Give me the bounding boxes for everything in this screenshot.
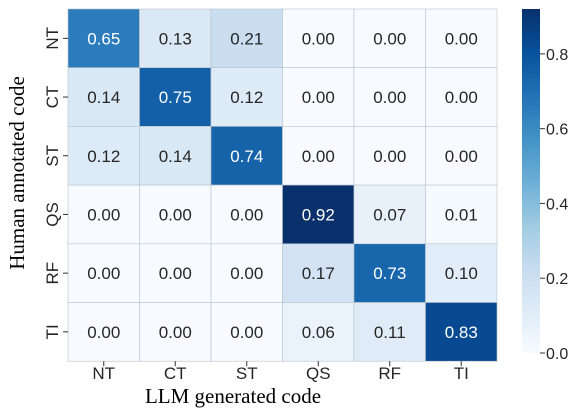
colorbar-ticks: 0.0 0.2 0.4 0.6 0.8 (540, 47, 568, 363)
cell-value-label: 0.17 (302, 264, 335, 283)
cell-value-label: 0.00 (230, 323, 263, 342)
cell-value-label: 0.00 (87, 323, 120, 342)
heatmap-cell-TI-RF (353, 302, 426, 362)
heatmap-cell-ST-ST (210, 126, 283, 186)
heatmap-cell-NT-RF (353, 8, 426, 69)
cell-value-label: 0.65 (87, 29, 120, 48)
cell-value-label: 0.00 (302, 147, 335, 166)
cell-value-label: 0.00 (373, 147, 406, 166)
cell-value-label: 0.21 (230, 29, 263, 48)
heatmap-cell-RF-RF (353, 243, 426, 303)
heatmap-cell-QS-RF (353, 184, 426, 245)
heatmap-cell-CT-CT (139, 67, 212, 127)
cell-value-label: 0.00 (230, 264, 263, 283)
heatmap-cell-CT-TI (425, 67, 498, 127)
x-tick-label: CT (164, 364, 187, 383)
y-axis-tick-labels: NT CT ST QS RF TI (43, 27, 68, 339)
colorbar-tick-label: 0.6 (546, 122, 568, 139)
cell-value-label: 0.07 (373, 205, 406, 224)
cell-value-label: 0.00 (159, 264, 192, 283)
heatmap-cells (67, 8, 498, 362)
cell-value-label: 0.00 (445, 29, 478, 48)
colorbar-tick-label: 0.8 (546, 47, 568, 64)
cell-value-label: 0.00 (159, 205, 192, 224)
heatmap-cell-NT-CT (139, 8, 212, 69)
heatmap-cell-QS-CT (139, 184, 212, 245)
heatmap-cell-NT-ST (210, 8, 283, 69)
y-tick-label: NT (43, 27, 62, 50)
cell-value-label: 0.00 (373, 29, 406, 48)
cell-value-label: 0.06 (302, 323, 335, 342)
y-tick-label: CT (43, 86, 62, 109)
heatmap-cell-NT-TI (425, 8, 498, 69)
cell-value-label: 0.10 (445, 264, 478, 283)
x-tick-label: ST (236, 364, 258, 383)
heatmap-cell-ST-CT (139, 126, 212, 186)
heatmap-cell-NT-NT (67, 8, 140, 69)
y-tick-label: ST (43, 145, 62, 167)
cell-value-label: 0.00 (87, 264, 120, 283)
heatmap-cell-TI-TI (425, 302, 498, 362)
heatmap-cell-labels: 0.65 0.13 0.21 0.00 0.00 0.00 0.14 0.75 0.12 0.00… (87, 29, 478, 342)
cell-value-label: 0.00 (373, 88, 406, 107)
heatmap-cell-RF-QS (282, 243, 355, 303)
x-tick-label: TI (454, 364, 469, 383)
cell-value-label: 0.92 (302, 205, 335, 224)
colorbar-tick-label: 0.4 (546, 196, 568, 213)
heatmap-cell-QS-QS (282, 184, 355, 245)
x-axis-label: LLM generated code (145, 384, 321, 408)
y-axis-label: Human annotated code (5, 76, 29, 270)
cell-value-label: 0.00 (159, 323, 192, 342)
cell-value-label: 0.74 (230, 147, 263, 166)
heatmap-cell-ST-NT (67, 126, 140, 186)
heatmap-cell-QS-ST (210, 184, 283, 245)
heatmap-cell-ST-RF (353, 126, 426, 186)
cell-value-label: 0.75 (159, 88, 192, 107)
cell-value-label: 0.00 (445, 147, 478, 166)
cell-value-label: 0.14 (87, 88, 120, 107)
cell-value-label: 0.11 (374, 323, 406, 342)
cell-value-label: 0.13 (159, 29, 192, 48)
cell-value-label: 0.00 (230, 205, 263, 224)
x-axis-tick-labels: NT CT ST QS RF TI (92, 361, 469, 383)
heatmap-cell-ST-TI (425, 126, 498, 186)
y-tick-label: RF (43, 262, 62, 285)
heatmap-cell-TI-NT (67, 302, 140, 362)
cell-value-label: 0.83 (445, 323, 478, 342)
colorbar-tick-label: 0.2 (546, 271, 568, 288)
colorbar (522, 9, 540, 353)
cell-value-label: 0.73 (373, 264, 406, 283)
cell-value-label: 0.12 (87, 147, 120, 166)
cell-value-label: 0.01 (445, 205, 478, 224)
cell-value-label: 0.00 (87, 205, 120, 224)
x-tick-label: NT (92, 364, 115, 383)
cell-value-label: 0.12 (230, 88, 263, 107)
cell-value-label: 0.14 (159, 147, 192, 166)
heatmap-cell-NT-QS (282, 8, 355, 69)
cell-value-label: 0.00 (445, 88, 478, 107)
heatmap-cell-RF-ST (210, 243, 283, 303)
heatmap-cell-QS-TI (425, 184, 498, 245)
y-tick-label: QS (43, 202, 62, 227)
x-tick-label: QS (306, 364, 331, 383)
colorbar-tick-label: 0.0 (546, 346, 568, 363)
x-tick-label: RF (378, 364, 401, 383)
cell-value-label: 0.00 (302, 29, 335, 48)
heatmap-cell-QS-NT (67, 184, 140, 245)
heatmap-cell-RF-TI (425, 243, 498, 303)
heatmap-cell-ST-QS (282, 126, 355, 186)
heatmap-cell-CT-QS (282, 67, 355, 127)
cell-value-label: 0.00 (302, 88, 335, 107)
heatmap-cell-RF-NT (67, 243, 140, 303)
y-tick-label: TI (43, 324, 62, 339)
